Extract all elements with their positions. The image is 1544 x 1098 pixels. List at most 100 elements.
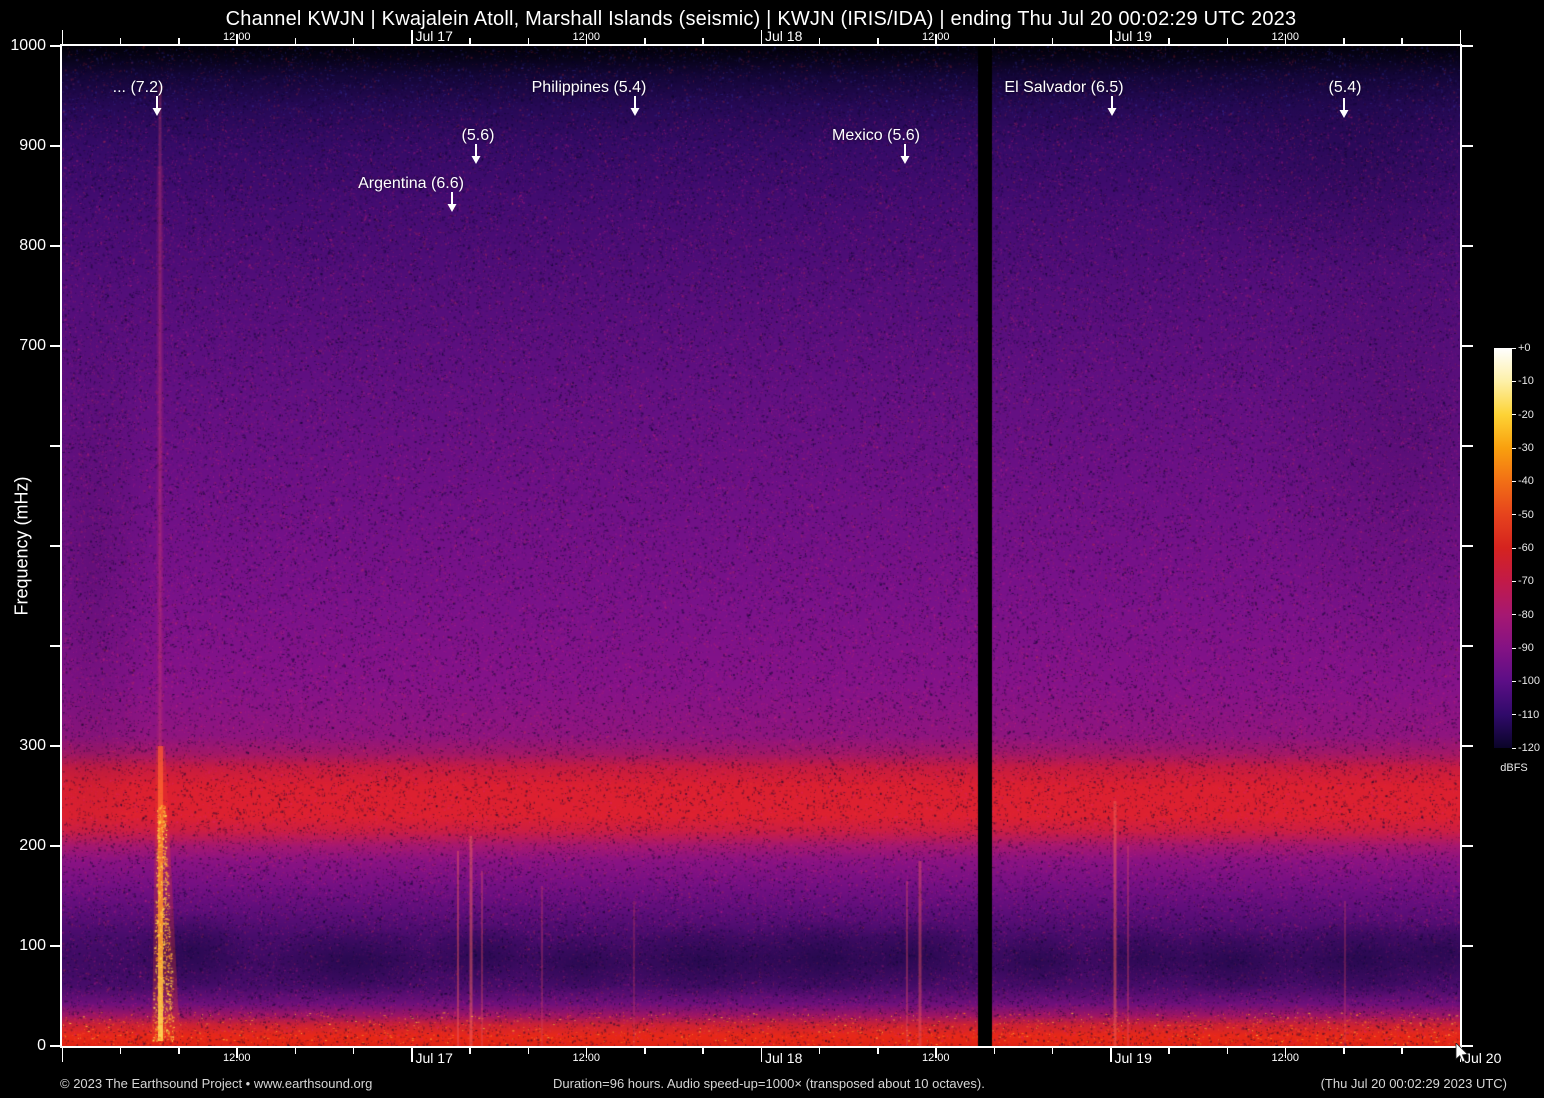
x-tick (61, 30, 63, 44)
x-tick-label: 12:00 (921, 1052, 950, 1064)
x-tick (993, 1048, 995, 1054)
y-tick (1462, 1045, 1473, 1047)
annotation-arrow-icon (470, 144, 482, 169)
annotation-arrow-icon (446, 192, 458, 217)
colorbar-tick-label: -100 (1518, 675, 1541, 688)
mouse-cursor-icon (1455, 1043, 1469, 1063)
colorbar-tick-label: -90 (1518, 642, 1534, 654)
annotation-arrow-icon (151, 96, 163, 121)
y-tick-label: 200 (19, 837, 46, 854)
y-tick-label: 300 (19, 737, 46, 754)
x-tick-label: 12:00 (921, 31, 950, 43)
colorbar-tick-label: -10 (1518, 375, 1534, 388)
annotation-label: Philippines (5.4) (531, 79, 647, 96)
x-tick (1168, 38, 1170, 44)
x-tick (1284, 1048, 1287, 1058)
y-tick (1462, 745, 1473, 747)
colorbar-tick (1512, 380, 1516, 382)
x-tick (1459, 30, 1461, 44)
x-tick-label: Jul 19 (1114, 1050, 1152, 1066)
colorbar-gradient (1494, 348, 1512, 748)
annotation-label: ... (7.2) (112, 79, 164, 96)
y-tick (50, 945, 61, 947)
x-tick (1226, 1048, 1228, 1054)
x-tick (1401, 38, 1403, 44)
annotation-label: Mexico (5.6) (831, 127, 921, 144)
x-tick (1343, 38, 1345, 44)
annotation-arrow-icon (1106, 96, 1118, 121)
x-tick (236, 1048, 238, 1058)
annotation-arrow-icon (899, 144, 911, 169)
y-tick (1462, 445, 1473, 447)
colorbar-tick (1512, 680, 1516, 682)
y-tick (50, 345, 61, 347)
annotation-label: (5.6) (461, 127, 495, 144)
y-tick-label: 1000 (10, 37, 46, 54)
x-tick (61, 1048, 63, 1062)
y-tick-label: 100 (19, 937, 46, 954)
colorbar-tick (1512, 414, 1516, 416)
colorbar-tick (1512, 614, 1516, 616)
y-tick (50, 445, 61, 447)
x-tick-label: Jul 20 (1464, 1050, 1502, 1066)
x-tick (760, 30, 762, 44)
x-tick (469, 38, 471, 44)
colorbar-tick-label: -20 (1518, 408, 1534, 421)
colorbar-tick-label: +0 (1518, 342, 1531, 354)
y-tick (1462, 545, 1473, 547)
x-tick (469, 1048, 471, 1054)
x-tick (352, 38, 355, 44)
x-tick (294, 1048, 296, 1054)
x-tick (993, 38, 995, 44)
colorbar-tick-label: -80 (1518, 608, 1534, 621)
x-tick (119, 1048, 122, 1054)
x-tick (352, 1048, 355, 1054)
x-tick-label: Jul 19 (1114, 28, 1152, 44)
x-tick (585, 1048, 588, 1058)
x-tick-label: 12:00 (222, 31, 251, 43)
x-tick (1401, 1048, 1403, 1054)
annotation-arrow-icon (1338, 98, 1350, 123)
x-tick (411, 30, 413, 44)
x-tick-label: 12:00 (1271, 31, 1300, 43)
y-tick (50, 545, 61, 547)
y-tick (1462, 645, 1473, 647)
x-tick (818, 1048, 821, 1054)
y-tick-label: 800 (19, 237, 46, 254)
y-tick (50, 245, 61, 247)
y-tick (50, 145, 61, 147)
colorbar-tick-label: -40 (1518, 475, 1534, 488)
y-tick (50, 845, 61, 847)
x-tick (1343, 1048, 1345, 1054)
x-tick (702, 1048, 704, 1054)
y-tick (50, 1045, 61, 1047)
y-tick-label: 700 (19, 337, 46, 354)
colorbar-tick (1512, 447, 1516, 449)
y-tick (1462, 145, 1473, 147)
colorbar-tick (1512, 547, 1516, 549)
y-tick (1462, 845, 1473, 847)
x-tick (644, 1048, 646, 1054)
x-tick (527, 38, 529, 44)
x-tick-label: 12:00 (222, 1052, 251, 1064)
x-tick (877, 1048, 879, 1054)
annotation-label: (5.4) (1328, 79, 1362, 96)
annotation-arrow-icon (629, 96, 641, 121)
x-tick (1284, 34, 1287, 44)
colorbar-tick-label: -70 (1518, 575, 1534, 588)
y-tick (1462, 945, 1473, 947)
x-tick (236, 34, 238, 44)
colorbar-unit: dBFS (1500, 762, 1528, 774)
y-tick-label: 0 (37, 1037, 46, 1054)
colorbar-tick (1512, 647, 1516, 649)
x-tick (1051, 38, 1054, 44)
y-tick (1462, 45, 1473, 47)
y-tick (1462, 345, 1473, 347)
y-tick (50, 45, 61, 47)
y-tick (50, 745, 61, 747)
x-tick (818, 38, 821, 44)
x-tick (119, 38, 122, 44)
x-tick-label: Jul 18 (765, 28, 803, 44)
x-tick-label: 12:00 (1271, 1052, 1300, 1064)
colorbar-tick (1512, 347, 1516, 349)
